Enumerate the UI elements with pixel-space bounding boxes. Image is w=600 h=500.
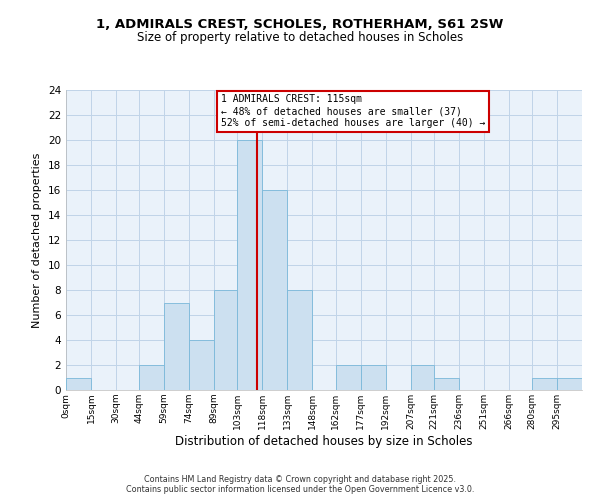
Bar xyxy=(532,378,557,390)
Text: 1, ADMIRALS CREST, SCHOLES, ROTHERHAM, S61 2SW: 1, ADMIRALS CREST, SCHOLES, ROTHERHAM, S… xyxy=(97,18,503,30)
Bar xyxy=(287,290,313,390)
Text: Contains public sector information licensed under the Open Government Licence v3: Contains public sector information licen… xyxy=(126,485,474,494)
Bar xyxy=(139,365,164,390)
Bar xyxy=(434,378,459,390)
Bar xyxy=(164,302,189,390)
Bar xyxy=(361,365,386,390)
Text: Size of property relative to detached houses in Scholes: Size of property relative to detached ho… xyxy=(137,31,463,44)
Bar xyxy=(557,378,582,390)
X-axis label: Distribution of detached houses by size in Scholes: Distribution of detached houses by size … xyxy=(175,434,473,448)
Bar xyxy=(214,290,238,390)
Text: 1 ADMIRALS CREST: 115sqm
← 48% of detached houses are smaller (37)
52% of semi-d: 1 ADMIRALS CREST: 115sqm ← 48% of detach… xyxy=(221,94,485,128)
Bar xyxy=(410,365,434,390)
Bar xyxy=(66,378,91,390)
Bar xyxy=(189,340,214,390)
Text: Contains HM Land Registry data © Crown copyright and database right 2025.: Contains HM Land Registry data © Crown c… xyxy=(144,475,456,484)
Bar xyxy=(238,140,262,390)
Y-axis label: Number of detached properties: Number of detached properties xyxy=(32,152,43,328)
Bar xyxy=(262,190,287,390)
Bar xyxy=(335,365,361,390)
